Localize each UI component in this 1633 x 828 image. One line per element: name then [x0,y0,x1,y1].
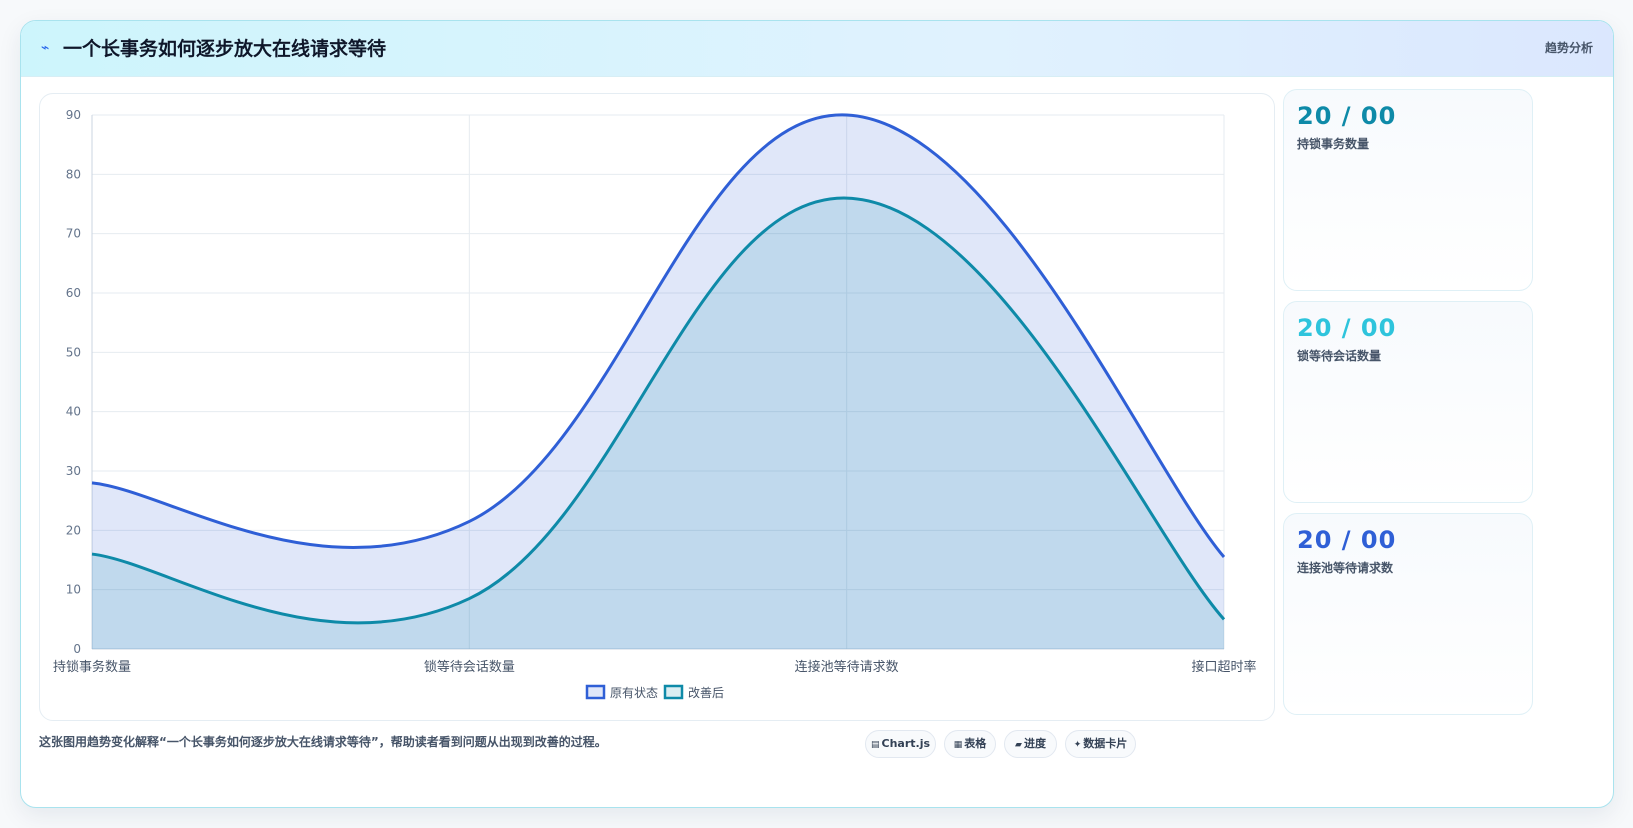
stat-label: 连接池等待请求数 [1297,561,1394,575]
chart-icon: ▤ [870,740,880,750]
stat-label: 锁等待会话数量 [1297,349,1382,363]
y-tick-label: 80 [66,167,81,181]
x-tick-label: 连接池等待请求数 [795,659,899,675]
x-tick-label: 接口超时率 [1191,659,1256,675]
chip-chartjs[interactable]: ▤ Chart.js [865,730,936,758]
chip-table[interactable]: ▦ 表格 [944,730,996,758]
stat-card-locked-transactions: 20 / 00 持锁事务数量 [1283,89,1533,291]
y-tick-label: 40 [66,405,81,419]
stat-label: 持锁事务数量 [1297,137,1370,151]
legend-swatch [663,684,684,700]
table-icon: ▦ [953,740,963,750]
y-tick-label: 60 [66,286,81,300]
lightning-icon: ⌁ [41,40,50,56]
stat-value: 20 / 00 [1297,526,1397,554]
x-tick-label: 锁等待会话数量 [424,659,515,675]
legend-swatch [585,684,606,700]
card-icon: ✦ [1073,740,1082,750]
chip-progress[interactable]: ▰ 进度 [1004,730,1057,758]
chip-data-card[interactable]: ✦ 数据卡片 [1065,730,1136,758]
y-tick-label: 90 [66,108,81,122]
y-tick-label: 30 [66,464,81,478]
x-tick-label: 持锁事务数量 [53,659,131,675]
stat-value: 20 / 00 [1297,314,1397,342]
y-tick-label: 70 [66,227,81,241]
header: ⌁ 一个长事务如何逐步放大在线请求等待 趋势分析 [21,21,1613,77]
series-line-0 [91,113,1226,559]
series-line-1 [91,196,1226,625]
chart-description: 这张图用趋势变化解释“一个长事务如何逐步放大在线请求等待”，帮助读者看到问题从出… [39,735,607,749]
series-area-1 [92,198,1224,649]
stat-value: 20 / 00 [1297,102,1397,130]
chart-panel: 0 10 20 30 40 50 60 70 80 90 持锁事务数量 锁等待会话数量 连接池等待请求数… [39,93,1275,721]
legend-label: 改善后 [688,685,724,700]
y-tick-label: 20 [66,523,81,537]
y-tick-label: 50 [66,345,81,359]
y-tick-label: 10 [66,583,81,597]
main-card: ⌁ 一个长事务如何逐步放大在线请求等待 趋势分析 0 10 20 30 40 50 60 70… [20,20,1614,808]
y-tick-label: 0 [73,642,81,656]
series-area-0 [92,114,1224,649]
analysis-badge: 趋势分析 [1544,41,1593,55]
page-title: 一个长事务如何逐步放大在线请求等待 [63,38,387,60]
legend-label: 原有状态 [610,686,658,700]
stat-card-lock-wait-sessions: 20 / 00 锁等待会话数量 [1283,301,1533,503]
progress-icon: ▰ [1015,740,1022,750]
stat-card-pool-wait-requests: 20 / 00 连接池等待请求数 [1283,513,1533,715]
area-chart: 0 10 20 30 40 50 60 70 80 90 持锁事务数量 锁等待会话数量 连接池等待请求数… [53,108,1257,700]
